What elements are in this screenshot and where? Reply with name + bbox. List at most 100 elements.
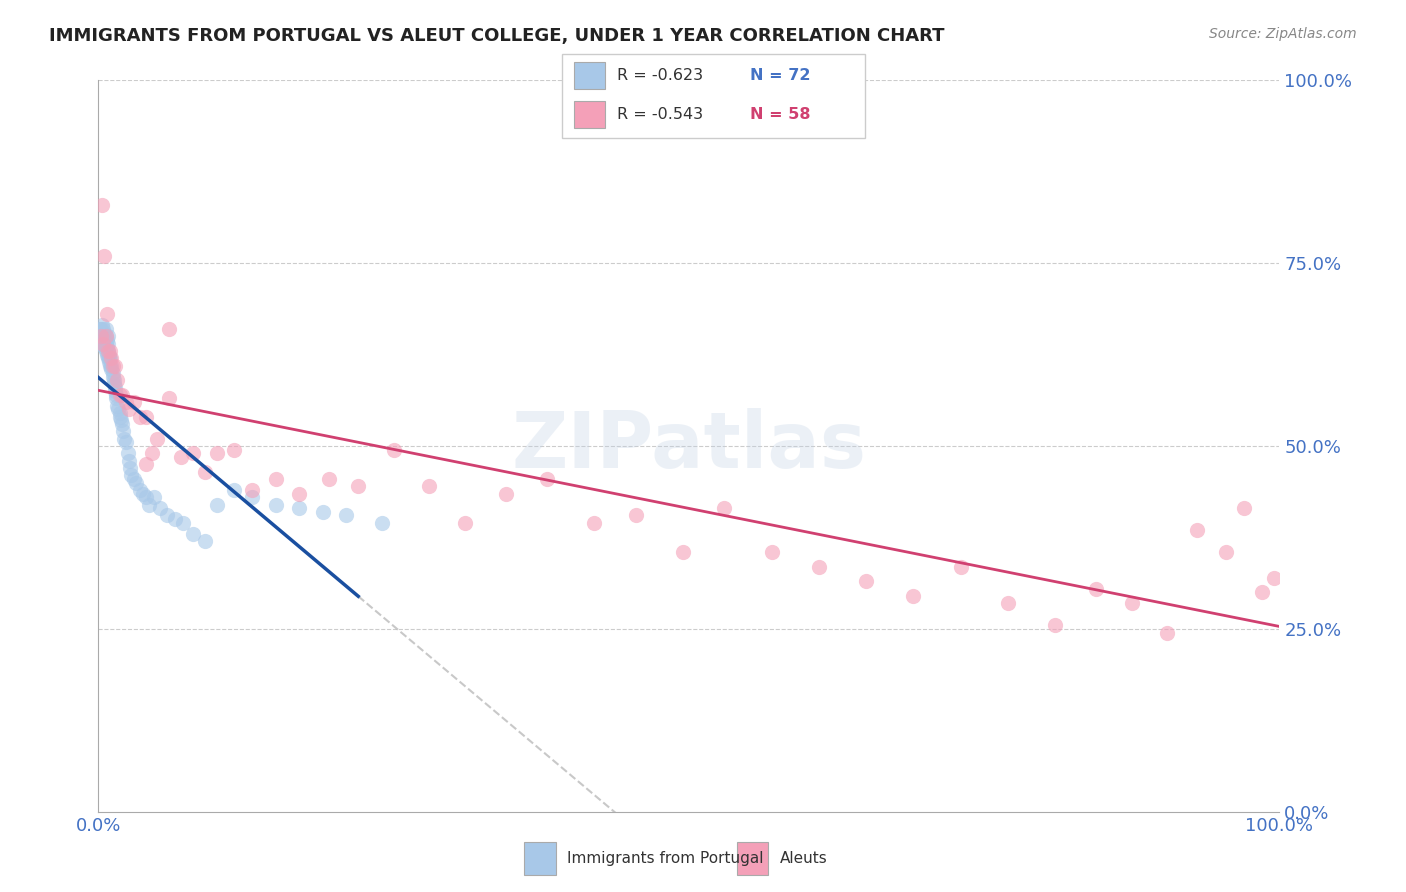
Point (903, 589, 925, 603)
Point (91, 329, 114, 343)
Point (205, 446, 228, 460)
Point (1156, 625, 1178, 640)
Point (382, 442, 405, 457)
Point (855, 574, 877, 589)
Point (91, 336, 114, 351)
Point (418, 479, 440, 493)
Point (288, 486, 311, 500)
Point (165, 512, 187, 526)
Point (91, 318, 114, 333)
Point (132, 486, 155, 500)
FancyBboxPatch shape (737, 842, 768, 874)
Point (1263, 571, 1285, 585)
Point (141, 446, 163, 460)
Point (94, 329, 117, 343)
Point (312, 505, 335, 519)
Point (170, 450, 193, 464)
Point (107, 402, 129, 417)
Point (96, 347, 118, 362)
Point (105, 373, 128, 387)
Point (108, 406, 131, 420)
Point (101, 359, 124, 373)
Point (93, 326, 115, 340)
FancyBboxPatch shape (562, 54, 865, 138)
Text: N = 58: N = 58 (749, 107, 810, 122)
Point (98, 359, 121, 373)
Point (371, 516, 394, 530)
Point (1233, 501, 1256, 516)
Point (1121, 596, 1143, 610)
Point (318, 472, 340, 486)
Text: Immigrants from Portugal: Immigrants from Portugal (568, 851, 763, 866)
Point (111, 388, 134, 402)
Point (495, 486, 517, 500)
Point (713, 501, 735, 516)
Point (1043, 618, 1066, 632)
Point (156, 508, 179, 523)
Point (98, 351, 121, 366)
Point (93, 340, 115, 354)
Point (157, 392, 180, 406)
Point (101, 366, 124, 380)
Text: ZIPatlas: ZIPatlas (512, 408, 866, 484)
Point (105, 388, 128, 402)
Point (224, 483, 246, 497)
Point (97, 351, 120, 366)
Point (91, 322, 114, 336)
Point (125, 475, 148, 490)
Point (100, 359, 122, 373)
Text: R = -0.543: R = -0.543 (617, 107, 703, 122)
Point (583, 516, 606, 530)
Point (108, 388, 131, 402)
Point (138, 498, 160, 512)
Point (112, 425, 135, 439)
Point (112, 432, 135, 446)
Point (205, 498, 228, 512)
Text: Source: ZipAtlas.com: Source: ZipAtlas.com (1209, 27, 1357, 41)
Point (288, 501, 311, 516)
Point (97, 329, 120, 343)
Point (98, 355, 121, 369)
Point (146, 432, 169, 446)
Point (103, 373, 125, 387)
FancyBboxPatch shape (575, 101, 605, 128)
Point (135, 457, 157, 471)
Point (997, 596, 1019, 610)
Point (101, 369, 124, 384)
Point (1215, 545, 1237, 559)
Point (1185, 523, 1208, 537)
Point (453, 516, 475, 530)
Point (94, 343, 117, 358)
Point (118, 453, 141, 467)
Point (114, 435, 136, 450)
Point (91, 197, 114, 211)
Text: Aleuts: Aleuts (780, 851, 828, 866)
Point (91, 326, 114, 340)
Point (194, 534, 217, 549)
Point (111, 417, 134, 431)
Point (93, 333, 115, 347)
Point (105, 392, 128, 406)
Point (1250, 585, 1272, 599)
Point (264, 472, 287, 486)
Text: N = 72: N = 72 (749, 68, 810, 83)
Point (118, 402, 141, 417)
Point (91, 336, 114, 351)
Point (100, 362, 122, 376)
Point (103, 376, 125, 391)
Point (1085, 582, 1108, 596)
Point (761, 545, 783, 559)
Point (181, 526, 204, 541)
Point (949, 559, 972, 574)
Point (142, 490, 165, 504)
Point (98, 343, 121, 358)
Point (96, 307, 118, 321)
Point (100, 351, 122, 366)
Point (105, 399, 128, 413)
Point (172, 516, 194, 530)
Point (117, 446, 139, 460)
Point (128, 409, 150, 424)
Point (96, 333, 118, 347)
Point (110, 413, 132, 427)
Point (122, 472, 145, 486)
